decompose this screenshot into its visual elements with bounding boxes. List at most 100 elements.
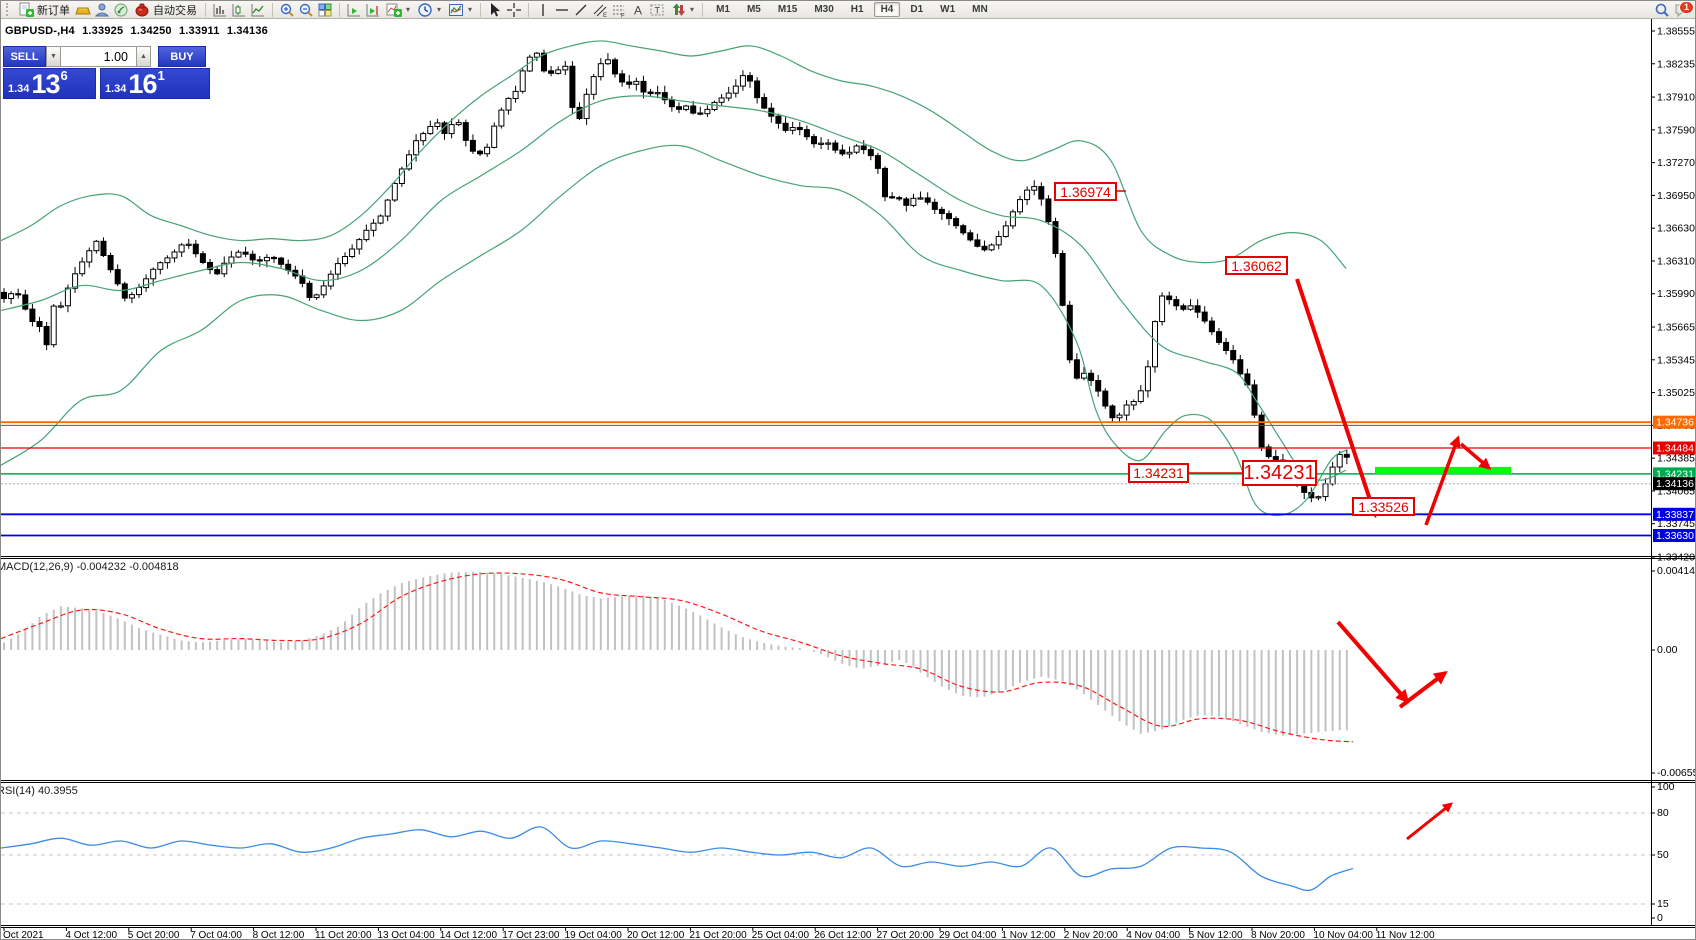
tab-m30[interactable]: M30	[814, 4, 834, 15]
svg-text:E: E	[603, 13, 607, 18]
svg-text:1.33745: 1.33745	[1657, 518, 1695, 530]
zoom-out-icon[interactable]	[298, 2, 314, 18]
tile-windows-icon[interactable]	[317, 2, 333, 18]
tab-w1[interactable]: W1	[940, 4, 956, 15]
text-label-tool-icon[interactable]: T	[649, 2, 665, 18]
svg-text:5 Nov 12:00: 5 Nov 12:00	[1189, 930, 1243, 940]
price-callout-133526[interactable]: 1.33526	[1352, 497, 1415, 516]
svg-text:1.38555: 1.38555	[1657, 26, 1695, 38]
svg-text:21 Oct 20:00: 21 Oct 20:00	[689, 930, 747, 940]
price-callout-134231-large[interactable]: 1.34231	[1242, 460, 1317, 486]
price-callout-134231-small[interactable]: 1.34231	[1128, 463, 1189, 483]
svg-text:25 Oct 04:00: 25 Oct 04:00	[752, 930, 810, 940]
sell-button[interactable]: SELL	[3, 46, 46, 67]
svg-text:1.37590: 1.37590	[1657, 124, 1695, 136]
svg-text:1.37910: 1.37910	[1657, 92, 1695, 104]
new-order-button[interactable]: 新订单	[16, 1, 72, 18]
buy-price-pip: 1	[157, 68, 165, 83]
svg-text:1.38235: 1.38235	[1657, 58, 1695, 70]
svg-text:1.35665: 1.35665	[1657, 322, 1695, 334]
periods-button[interactable]: ▾	[415, 1, 443, 18]
sell-price[interactable]: 1.34 13 6	[3, 68, 96, 99]
buy-price[interactable]: 1.34 16 1	[100, 68, 210, 99]
svg-text:27 Oct 20:00: 27 Oct 20:00	[877, 930, 935, 940]
ohlc-close: 1.34136	[226, 25, 268, 37]
arrows-tool-icon	[672, 3, 686, 16]
svg-text:1.36950: 1.36950	[1657, 190, 1695, 202]
ohlc-open: 1.33925	[82, 25, 124, 37]
zoom-in-icon[interactable]	[279, 2, 295, 18]
templates-caret-icon: ▾	[468, 5, 473, 14]
indicators-button[interactable]: ▾	[384, 1, 412, 18]
tab-mn[interactable]: MN	[972, 4, 988, 15]
crosshair-icon[interactable]	[506, 2, 522, 18]
toolbar-grip[interactable]	[6, 3, 11, 16]
tab-h4[interactable]: H4	[873, 2, 901, 17]
tab-m15[interactable]: M15	[777, 4, 798, 15]
volume-input[interactable]: 1.00	[61, 46, 136, 67]
channel-tool-icon[interactable]: E	[592, 2, 608, 19]
auto-trading-icon	[135, 3, 149, 16]
candle-chart-icon[interactable]	[231, 2, 247, 18]
auto-trading-label: 自动交易	[153, 4, 197, 17]
svg-text:8 Oct 12:00: 8 Oct 12:00	[253, 930, 305, 940]
svg-text:10 Nov 04:00: 10 Nov 04:00	[1313, 930, 1373, 940]
svg-text:1.33420: 1.33420	[1657, 552, 1695, 564]
arrows-caret-icon: ▾	[690, 5, 695, 14]
auto-trading-button[interactable]: 自动交易	[132, 1, 199, 18]
expert-advisor-icon[interactable]	[94, 2, 110, 18]
main-toolbar: 新订单 自动交易 ▾ ▾ ▾	[1, 1, 1695, 19]
svg-text:1.34136: 1.34136	[1656, 478, 1694, 490]
gold-box-icon[interactable]	[75, 2, 91, 18]
line-chart-icon[interactable]	[250, 2, 266, 18]
svg-text:0.004149: 0.004149	[1657, 565, 1696, 577]
svg-text:19 Oct 04:00: 19 Oct 04:00	[565, 930, 623, 940]
svg-text:1.34484: 1.34484	[1656, 443, 1694, 455]
volume-up-stepper[interactable]: ▲	[136, 46, 151, 67]
svg-text:F: F	[621, 13, 625, 18]
tab-h1[interactable]: H1	[850, 4, 864, 15]
symbol-period: GBPUSD-,H4	[5, 25, 75, 37]
volume-down-stepper[interactable]: ▼	[46, 46, 61, 67]
templates-button[interactable]: ▾	[446, 1, 474, 18]
vertical-line-tool-icon[interactable]	[535, 2, 551, 18]
signals-icon[interactable]	[113, 2, 129, 18]
svg-text:26 Oct 12:00: 26 Oct 12:00	[814, 930, 872, 940]
tab-d1[interactable]: D1	[910, 4, 924, 15]
trendline-tool-icon[interactable]	[573, 2, 589, 18]
svg-text:4 Nov 04:00: 4 Nov 04:00	[1126, 930, 1180, 940]
clock-icon	[418, 2, 432, 17]
buy-button[interactable]: BUY	[158, 46, 206, 67]
tab-m5[interactable]: M5	[746, 4, 761, 15]
svg-text:1 Nov 12:00: 1 Nov 12:00	[1001, 930, 1055, 940]
bar-chart-icon[interactable]	[212, 2, 228, 18]
chat-button[interactable]: 1	[1674, 1, 1694, 18]
svg-text:4 Oct 12:00: 4 Oct 12:00	[65, 930, 117, 940]
svg-text:1.33630: 1.33630	[1656, 530, 1694, 542]
price-callout-136062[interactable]: 1.36062	[1225, 256, 1288, 275]
rsi-label: RSI(14) 40.3955	[0, 785, 78, 797]
fibonacci-tool-icon[interactable]: F	[611, 2, 627, 19]
svg-text:14 Oct 12:00: 14 Oct 12:00	[440, 930, 498, 940]
cursor-icon[interactable]	[487, 2, 503, 18]
search-icon[interactable]	[1654, 2, 1670, 18]
svg-text:1.36310: 1.36310	[1657, 255, 1695, 267]
svg-text:13 Oct 04:00: 13 Oct 04:00	[377, 930, 435, 940]
arrows-tool-button[interactable]: ▾	[668, 1, 696, 18]
text-tool-icon[interactable]: A	[630, 2, 646, 18]
tab-m1[interactable]: M1	[716, 4, 730, 15]
auto-scroll-icon[interactable]	[346, 2, 362, 18]
price-callout-136974[interactable]: 1.36974	[1054, 182, 1117, 201]
buy-price-base: 1.34	[105, 83, 127, 95]
chart-shift-icon[interactable]	[365, 2, 381, 18]
new-order-icon	[19, 2, 34, 17]
sell-price-base: 1.34	[8, 83, 30, 95]
add-indicator-icon	[386, 3, 402, 17]
horizontal-line-tool-icon[interactable]	[554, 2, 570, 18]
svg-text:80: 80	[1657, 807, 1669, 819]
svg-text:2 Nov 20:00: 2 Nov 20:00	[1064, 930, 1118, 940]
svg-text:17 Oct 23:00: 17 Oct 23:00	[502, 930, 560, 940]
svg-text:8 Nov 20:00: 8 Nov 20:00	[1251, 930, 1305, 940]
